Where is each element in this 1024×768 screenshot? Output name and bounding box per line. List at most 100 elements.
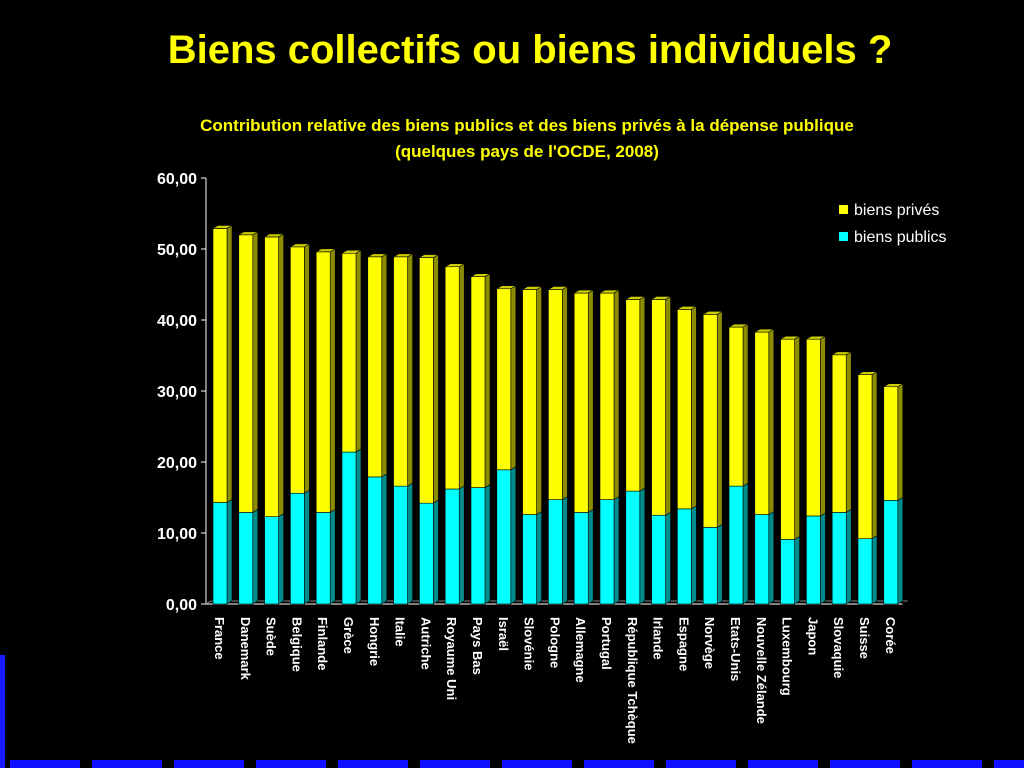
- bar-biens-prives-side: [458, 263, 465, 490]
- bar-biens-publics: [444, 488, 460, 605]
- decorative-segment: [666, 760, 736, 768]
- x-category-label: Nouvelle Zélande: [754, 617, 769, 724]
- bar-top: [469, 273, 492, 277]
- bar-biens-prives: [599, 292, 615, 500]
- decorative-segment: [174, 760, 244, 768]
- decorative-segment: [748, 760, 818, 768]
- bar-biens-prives: [238, 234, 254, 513]
- bar-biens-publics: [522, 514, 537, 605]
- bar-biens-publics-side: [381, 473, 388, 605]
- bar-top: [547, 286, 569, 290]
- bar-biens-publics-side: [691, 505, 697, 605]
- bar-biens-publics: [625, 490, 641, 605]
- bar-biens-publics: [238, 512, 254, 605]
- bar-biens-prives: [728, 326, 744, 487]
- bar-biens-publics-side: [897, 496, 904, 605]
- bar-biens-prives-side: [252, 231, 259, 513]
- decorative-stripe: [0, 655, 5, 768]
- legend-biens-publics-label: biens publics: [854, 229, 947, 246]
- x-category-label: Luxembourg: [780, 617, 795, 696]
- bar-top: [624, 296, 646, 300]
- bar-top: [392, 253, 414, 258]
- bar-biens-publics: [212, 502, 228, 605]
- bar-biens-prives: [290, 246, 305, 494]
- bar-biens-prives: [367, 256, 383, 478]
- bar-top: [444, 263, 466, 268]
- bar-biens-prives-side: [613, 289, 620, 501]
- bar-biens-prives: [212, 228, 228, 503]
- bar-top: [779, 335, 801, 340]
- x-category-label: Etats-Unis: [728, 617, 743, 681]
- bar-biens-publics: [702, 527, 718, 605]
- bar-biens-prives: [677, 309, 692, 510]
- bar-top: [521, 286, 543, 290]
- bar-biens-publics: [831, 512, 847, 605]
- bar-biens-prives-side: [304, 243, 310, 494]
- y-tick-label: 0,00: [166, 597, 197, 614]
- bar-biens-prives-side: [871, 371, 878, 540]
- bar-biens-prives: [548, 289, 563, 500]
- y-tick-label: 10,00: [157, 526, 197, 543]
- bar-biens-prives-side: [716, 310, 723, 528]
- bar-biens-prives: [702, 314, 718, 528]
- bar-biens-prives: [393, 256, 408, 487]
- bar-biens-publics-side: [433, 499, 439, 605]
- bar-biens-publics-side: [742, 482, 749, 605]
- x-category-label: Portugal: [599, 617, 614, 670]
- bar-biens-prives-side: [562, 285, 568, 501]
- bar-biens-prives-side: [510, 285, 517, 471]
- bar-top: [495, 285, 517, 290]
- bar-top: [237, 231, 259, 236]
- bar-top: [805, 335, 827, 340]
- bar-biens-prives-side: [278, 233, 284, 518]
- bar-biens-publics-side: [613, 496, 620, 605]
- bar-biens-prives-side: [691, 305, 697, 510]
- bar-biens-publics: [754, 514, 770, 605]
- y-tick-label: 60,00: [157, 171, 197, 188]
- x-category-label: Corée: [883, 617, 898, 654]
- legend-biens-prives-swatch: [839, 205, 848, 214]
- x-category-label: Italie: [393, 617, 408, 647]
- bar-biens-prives-side: [484, 273, 491, 489]
- bar-top: [340, 249, 363, 254]
- decorative-segment: [912, 760, 982, 768]
- x-category-label: Irlande: [651, 617, 666, 660]
- x-category-label: Danemark: [238, 617, 253, 681]
- x-category-label: Pologne: [547, 617, 562, 668]
- bar-biens-publics-side: [871, 535, 878, 605]
- bar-biens-publics: [470, 487, 486, 605]
- bar-top: [263, 233, 285, 238]
- y-tick-label: 30,00: [157, 384, 197, 401]
- x-category-label: Slovaquie: [831, 617, 846, 678]
- bar-biens-publics: [857, 538, 873, 605]
- chart-title: Contribution relative des biens publics …: [200, 116, 854, 135]
- bar-biens-publics: [341, 451, 357, 605]
- bar-biens-publics: [806, 515, 821, 605]
- bar-biens-prives: [315, 251, 331, 513]
- bar-biens-prives: [419, 257, 434, 504]
- bar-top: [831, 351, 853, 356]
- bar-top: [753, 328, 775, 333]
- bar-top: [882, 383, 904, 388]
- bar-biens-prives: [496, 288, 512, 471]
- bar-biens-publics-side: [226, 498, 233, 605]
- bar-top: [418, 254, 440, 258]
- bar-biens-prives-side: [226, 224, 233, 503]
- bar-biens-publics-side: [536, 511, 542, 605]
- x-category-label: Belgique: [289, 617, 304, 672]
- bar-biens-publics: [393, 485, 408, 605]
- decorative-segment: [994, 760, 1024, 768]
- x-category-label: Espagne: [676, 617, 691, 671]
- bar-biens-publics: [883, 500, 899, 605]
- floor-edge: [205, 600, 212, 605]
- decorative-segment: [420, 760, 490, 768]
- x-category-label: République Tchèque: [625, 617, 640, 744]
- x-category-label: Suisse: [857, 617, 872, 659]
- x-category-label: Finlande: [315, 617, 330, 670]
- bar-biens-publics-side: [329, 508, 336, 605]
- x-category-label: Autriche: [418, 617, 433, 670]
- bar-biens-publics-side: [845, 508, 852, 605]
- bar-biens-prives-side: [639, 295, 646, 492]
- bar-top: [598, 289, 621, 294]
